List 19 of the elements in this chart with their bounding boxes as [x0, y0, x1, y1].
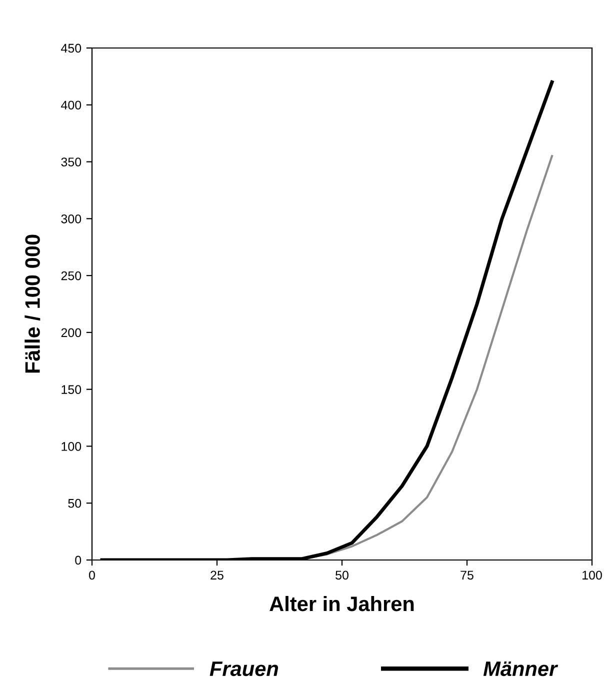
- y-tick-label: 250: [61, 271, 82, 280]
- y-tick-label: 150: [62, 385, 82, 394]
- y-axis-title: Fälle / 100 000: [24, 234, 40, 373]
- y-tick-label: 300: [61, 214, 82, 224]
- x-axis-title: Alter in Jahren: [270, 596, 414, 612]
- x-tick-label: 25: [210, 570, 224, 580]
- legend-label: Frauen: [210, 662, 278, 676]
- y-tick-label: 0: [75, 556, 82, 565]
- x-tick-label: 0: [89, 570, 95, 580]
- x-tick-label: 50: [336, 570, 348, 580]
- y-tick-label: 350: [61, 158, 82, 166]
- y-tick-label: 400: [61, 100, 82, 110]
- y-tick-label: 100: [62, 442, 82, 451]
- x-tick-label: 100: [582, 570, 602, 580]
- legend-label: Männer: [483, 662, 558, 676]
- y-tick-label: 50: [68, 498, 82, 508]
- y-tick-label: 200: [61, 328, 82, 338]
- x-tick-label: 75: [460, 570, 474, 580]
- y-tick-label: 450: [61, 44, 82, 53]
